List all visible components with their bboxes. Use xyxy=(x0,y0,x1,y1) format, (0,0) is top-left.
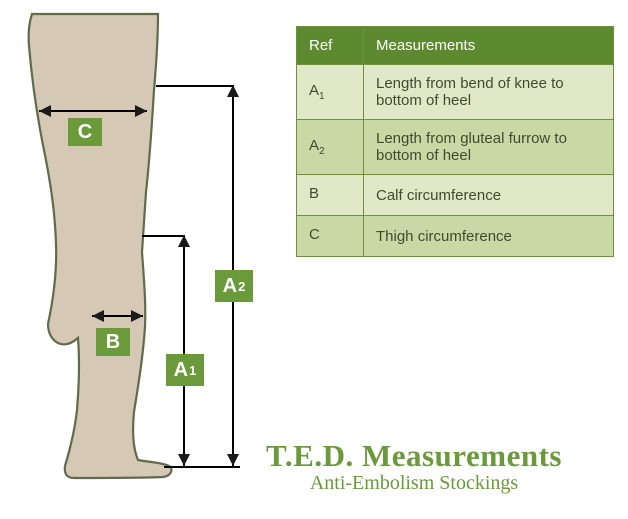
label-b-text: B xyxy=(106,331,120,354)
table-header-ref: Ref xyxy=(297,27,364,65)
desc-cell-b: Calf circumference xyxy=(364,175,614,216)
ref-c-main: C xyxy=(309,226,320,243)
table-row: A2 Length from gluteal furrow to bottom … xyxy=(297,120,614,175)
title-block: T.E.D. Measurements Anti-Embolism Stocki… xyxy=(224,438,604,495)
ref-a2-sub: 2 xyxy=(319,146,325,157)
ref-a1-main: A xyxy=(309,82,319,99)
ref-a1-sub: 1 xyxy=(319,91,325,102)
arrow-b-head-right xyxy=(131,310,143,322)
title-sub: Anti-Embolism Stockings xyxy=(224,472,604,495)
desc-cell-a1: Length from bend of knee to bottom of he… xyxy=(364,65,614,120)
arrow-a1-head-bottom xyxy=(178,454,190,466)
label-a1-sub: 1 xyxy=(189,363,196,378)
label-a2-text: A xyxy=(223,275,237,298)
table-row: B Calf circumference xyxy=(297,175,614,216)
measurements-table: Ref Measurements A1 Length from bend of … xyxy=(296,26,614,257)
arrow-c-line xyxy=(39,110,147,112)
arrow-a1-line xyxy=(183,235,185,466)
arrow-c-head-left xyxy=(39,105,51,117)
label-b: B xyxy=(96,328,130,356)
label-a2: A2 xyxy=(215,270,253,302)
ref-cell-a1: A1 xyxy=(297,65,364,120)
ref-cell-b: B xyxy=(297,175,364,216)
desc-cell-a2: Length from gluteal furrow to bottom of … xyxy=(364,120,614,175)
arrow-a2-top-tick xyxy=(156,85,234,87)
table-row: C Thigh circumference xyxy=(297,216,614,257)
desc-cell-c: Thigh circumference xyxy=(364,216,614,257)
label-a2-sub: 2 xyxy=(238,279,245,294)
title-main: T.E.D. Measurements xyxy=(224,438,604,474)
arrow-c-head-right xyxy=(135,105,147,117)
arrow-a1-head-top xyxy=(178,235,190,247)
diagram-container: C B A1 A2 Ref Measurements A1 Length fro… xyxy=(0,0,628,519)
ref-cell-a2: A2 xyxy=(297,120,364,175)
arrow-a2-head-top xyxy=(227,85,239,97)
ref-cell-c: C xyxy=(297,216,364,257)
arrow-b-head-left xyxy=(92,310,104,322)
table-header-meas: Measurements xyxy=(364,27,614,65)
table-header-row: Ref Measurements xyxy=(297,27,614,65)
ref-a2-main: A xyxy=(309,137,319,154)
table-row: A1 Length from bend of knee to bottom of… xyxy=(297,65,614,120)
label-a1: A1 xyxy=(166,354,204,386)
label-a1-text: A xyxy=(174,359,188,382)
label-c: C xyxy=(68,118,102,146)
ref-b-main: B xyxy=(309,185,319,202)
label-c-text: C xyxy=(78,121,92,144)
